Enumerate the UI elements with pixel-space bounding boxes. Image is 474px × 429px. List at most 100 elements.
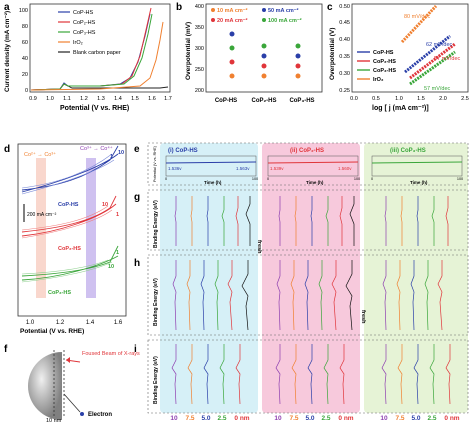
panel-b: b Overpotential (mV) 200 250 300 350 400… xyxy=(176,2,323,104)
legend-item: CoP₂-HS xyxy=(73,20,96,26)
panel-i-depth-labels: 10 7.5 5.0 2.5 0 nm 10 7.5 5.0 2.5 0 nm … xyxy=(170,415,459,422)
label-co2-co3: Co²⁺ → Co³⁺ xyxy=(24,151,56,158)
xtick: 1.4 xyxy=(86,320,95,326)
curve-label: CoP₃-HS xyxy=(48,290,71,296)
depth-label: 7.5 xyxy=(289,415,298,422)
depth-label: 0 nm xyxy=(234,415,249,422)
depth-label: 5.0 xyxy=(305,415,314,422)
ytick: 0.30 xyxy=(339,71,350,77)
panel-a-yticks: 0 20 40 60 80 100 xyxy=(19,8,28,94)
fit-cop xyxy=(404,34,451,74)
panel-a-legend: CoP-HS CoP₂-HS CoP₃-HS IrO₂ Blank carbon… xyxy=(58,10,121,56)
xtick: CoP-HS xyxy=(215,98,237,104)
xtick: 2.0 xyxy=(439,96,447,102)
cv-cop3 xyxy=(21,245,119,281)
xtick: 0.5 xyxy=(372,96,380,102)
point xyxy=(295,63,301,69)
point xyxy=(261,63,267,69)
annotation: 80 mV/dec xyxy=(404,14,431,20)
legend-item: CoP₃-HS xyxy=(73,30,96,36)
depth-label: 10 xyxy=(274,415,282,422)
panel-b-ylabel: Overpotential (mV) xyxy=(185,22,192,80)
annotation: 62 mV/dec xyxy=(426,42,453,48)
annotation: 57 mV/dec xyxy=(434,56,461,62)
panel-i-letter: i xyxy=(134,344,137,355)
curve-iro2 xyxy=(30,21,164,91)
panel-b-xticks: CoP-HS CoP₂-HS CoP₃-HS xyxy=(215,98,315,104)
point xyxy=(295,43,301,49)
xtick: 1.6 xyxy=(148,96,156,102)
legend-item: IrO₂ xyxy=(373,77,384,83)
xtick: 2.5 xyxy=(461,96,469,102)
curve-label: CoP₂-HS xyxy=(58,246,81,252)
xtick: 100 xyxy=(457,177,463,181)
end-value: 1.563v xyxy=(236,166,250,171)
panel-b-points xyxy=(229,31,301,79)
cv-cop3-2 xyxy=(21,259,113,283)
panel-h-letter: h xyxy=(134,258,140,269)
point xyxy=(229,59,235,65)
depth-label: 0 nm xyxy=(338,415,353,422)
panel-e-bg-3 xyxy=(364,143,468,413)
legend-item: 100 mA cm⁻² xyxy=(268,17,302,24)
legend-item: 10 mA cm⁻² xyxy=(217,7,248,14)
electron-dot xyxy=(80,412,84,416)
panel-c-yticks: 0.25 0.30 0.35 0.40 0.45 0.50 xyxy=(339,4,350,94)
panel-g: g Binding Energy (eV) fresh xyxy=(134,192,449,254)
depth-label: 7.5 xyxy=(185,415,194,422)
point xyxy=(261,43,267,49)
panel-e-letter: e xyxy=(134,144,140,155)
panel-b-legend: 10 mA cm⁻² 50 mA cm⁻² 20 mA cm⁻² 100 mA … xyxy=(211,7,302,24)
xtick: 1.0 xyxy=(395,96,403,102)
panel-e-frames xyxy=(147,142,469,414)
panel-e-bg-2 xyxy=(262,143,360,413)
xtick: 1.0 xyxy=(46,96,54,102)
panel-e-xticks: 0 100 0 100 0 100 xyxy=(165,177,463,181)
panel-c-lines xyxy=(400,4,456,86)
depth-label: 5.0 xyxy=(201,415,210,422)
panel-g-letter: g xyxy=(134,192,140,203)
xtick: CoP₂-HS xyxy=(252,98,277,104)
panel-a: a Current density (mA cm⁻²) Potential (V… xyxy=(4,2,172,112)
sub-title: (iii) CoP₃-HS xyxy=(390,148,426,154)
point xyxy=(295,53,301,59)
legend-item: CoP-HS xyxy=(73,10,94,16)
panel-e-xlabel: Time (h) xyxy=(410,180,428,185)
ytick: 0 xyxy=(25,88,28,94)
panel-e-xlabel: Time (h) xyxy=(204,180,222,185)
panel-c-letter: c xyxy=(327,2,333,13)
band-co2-co3 xyxy=(36,158,46,298)
legend-item: CoP₃-HS xyxy=(373,68,396,74)
panel-c-xlabel: log [ j (mA cm⁻²)] xyxy=(372,105,429,112)
xtick: 100 xyxy=(354,177,360,181)
panel-d-axes xyxy=(17,143,127,317)
panel-h-spectra xyxy=(172,260,443,331)
panel-a-xticks: 0.9 1.0 1.1 1.2 1.3 1.4 1.5 1.6 1.7 xyxy=(29,96,172,102)
depth-label: 5.0 xyxy=(411,415,420,422)
panel-e-values: 1.536v 1.563v 1.539v 1.560v xyxy=(168,166,352,171)
panel-c-legend: CoP-HS CoP₂-HS CoP₃-HS IrO₂ xyxy=(357,50,396,83)
depth-label: 7.5 xyxy=(395,415,404,422)
panel-f-letter: f xyxy=(4,344,8,355)
ytick: 100 xyxy=(19,8,28,14)
start-value: 1.539v xyxy=(270,166,284,171)
ytick: 0.45 xyxy=(339,20,350,26)
point xyxy=(229,73,235,79)
point xyxy=(229,31,235,37)
depth-label: 2.5 xyxy=(321,415,330,422)
panel-e-ylabel: Potential (V vs. RHE) xyxy=(153,145,157,182)
legend-item: CoP₂-HS xyxy=(373,59,396,65)
legend-item: Blank carbon paper xyxy=(73,50,121,56)
xtick: 1.0 xyxy=(26,320,35,326)
panel-e: e Potential (V vs. RHE) (i) CoP-HS (ii) … xyxy=(134,142,469,414)
panel-e-bg-1 xyxy=(160,143,258,413)
panel-c-ylabel: Overpotential (V) xyxy=(329,28,336,80)
annotation: 57 mV/dec xyxy=(424,86,451,92)
panel-c-xticks: 0.0 0.5 1.0 1.5 2.0 2.5 xyxy=(350,96,469,102)
cycle-last: 10 xyxy=(102,202,108,208)
scale-label: 200 mA cm⁻² xyxy=(27,212,57,218)
panel-d-labels: CoP-HS CoP₂-HS CoP₃-HS 1 10 10 1 1 10 xyxy=(48,150,124,296)
point xyxy=(261,73,267,79)
panel-i: i Binding Energy (eV) 10 7.5 5.0 2.5 0 n… xyxy=(134,344,460,422)
panel-b-yticks: 200 250 300 350 400 xyxy=(195,4,204,94)
